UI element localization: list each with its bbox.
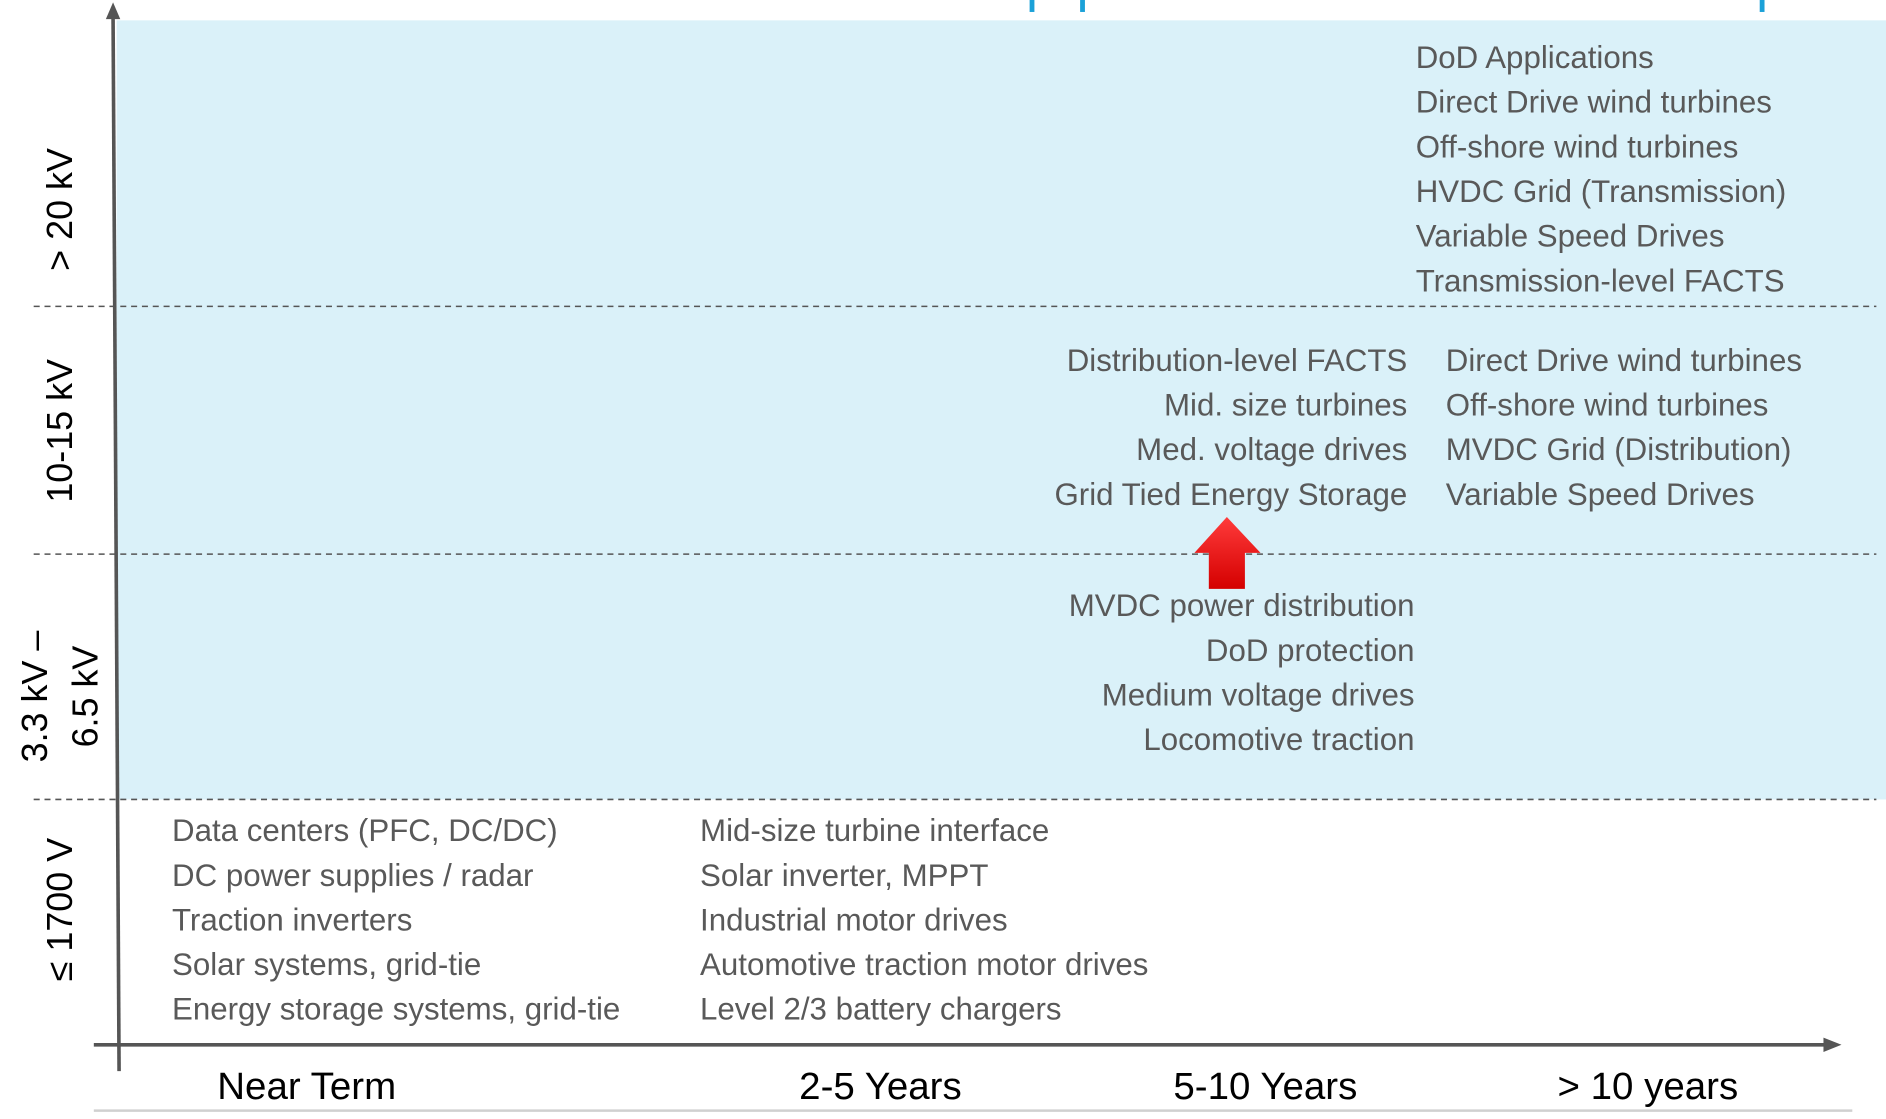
application-item: Industrial motor drives [700,903,1008,938]
y-axis-label: > 20 kV [39,148,80,271]
x-axis-label: > 10 years [1557,1065,1738,1108]
y-axis-label: 6.5 kV [64,646,105,748]
application-item: Off-shore wind turbines [1446,388,1769,423]
application-item: Level 2/3 battery chargers [700,992,1061,1027]
application-item: MVDC Grid (Distribution) [1446,432,1792,467]
top-marks [1029,0,1765,12]
application-item: Medium voltage drives [1102,678,1415,713]
application-item: Grid Tied Energy Storage [1054,477,1407,512]
dividers [33,305,1877,801]
red-arrow [1194,517,1261,589]
application-item: Data centers (PFC, DC/DC) [172,813,558,848]
axes [93,2,1842,1072]
application-item: Mid-size turbine interface [700,813,1049,848]
application-item: Mid. size turbines [1164,388,1407,423]
application-item: DoD protection [1206,633,1415,668]
high-voltage-band [116,20,1886,800]
application-item: DoD Applications [1416,40,1654,75]
application-item: Solar systems, grid-tie [172,947,481,982]
y-axis-label: ≤ 1700 V [39,838,80,981]
application-item: Distribution-level FACTS [1067,343,1408,378]
x-axis-label: Near Term [217,1065,396,1108]
application-item: Med. voltage drives [1136,432,1407,467]
application-item: Energy storage systems, grid-tie [172,992,620,1027]
application-item: Direct Drive wind turbines [1446,343,1802,378]
application-item: Variable Speed Drives [1416,219,1725,254]
application-item: Off-shore wind turbines [1416,129,1739,164]
application-item: Traction inverters [172,903,412,938]
application-item: HVDC Grid (Transmission) [1416,174,1787,209]
y-axis-label: 3.3 kV – [14,631,55,763]
application-item: Solar inverter, MPPT [700,858,988,893]
y-axis-label: 10-15 kV [39,359,80,503]
application-item: Locomotive traction [1143,722,1414,757]
application-item: Direct Drive wind turbines [1416,85,1772,120]
x-axis-label: 5-10 Years [1173,1065,1357,1108]
application-item: Transmission-level FACTS [1416,263,1785,298]
application-item: Variable Speed Drives [1446,477,1755,512]
x-axis-label: 2-5 Years [799,1065,962,1108]
application-item: DC power supplies / radar [172,858,533,893]
application-item: Automotive traction motor drives [700,947,1148,982]
application-item: MVDC power distribution [1069,588,1415,623]
